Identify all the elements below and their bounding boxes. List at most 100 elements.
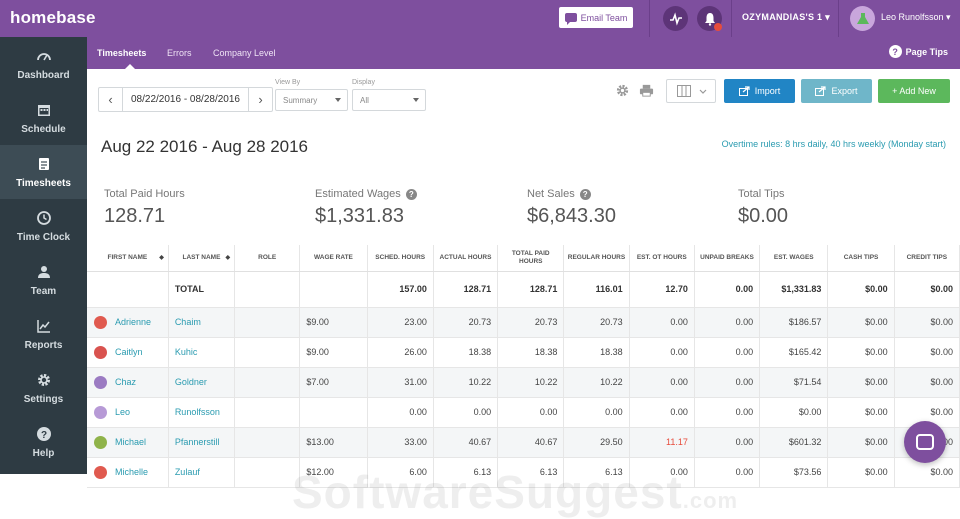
table-cell-cash: $0.00 <box>827 457 895 488</box>
add-new-button[interactable]: + Add New <box>878 79 950 103</box>
gear-icon[interactable] <box>615 83 630 98</box>
table-cell-last[interactable]: Chaim <box>168 307 236 338</box>
column-header[interactable]: ROLE <box>234 245 301 272</box>
gear-icon <box>37 373 50 386</box>
import-button[interactable]: Import <box>724 79 795 103</box>
column-header[interactable]: REGULAR HOURS <box>563 245 630 272</box>
activity-icon <box>669 11 682 26</box>
sub-navigation: Timesheets Errors Company Level ? Page T… <box>87 37 960 69</box>
cell-value: $0.00 <box>865 407 888 417</box>
table-cell-first[interactable]: Chaz <box>87 367 169 398</box>
sidebar-item-settings[interactable]: Settings <box>0 361 87 415</box>
page-tips-button[interactable]: ? Page Tips <box>888 45 948 58</box>
previous-week-button[interactable]: ‹ <box>99 88 123 111</box>
stat-net-sales: Net Sales? $6,843.30 <box>527 188 616 228</box>
table-row[interactable]: Chaz Goldner $7.00 31.00 10.22 10.22 10.22 0.00… <box>87 367 960 398</box>
sidebar-item-help[interactable]: ? Help <box>0 415 87 469</box>
sidebar-item-dashboard[interactable]: Dashboard <box>0 37 87 91</box>
column-header[interactable]: FIRST NAME ◆ <box>87 245 169 272</box>
view-by-select[interactable]: Summary <box>275 89 348 111</box>
column-header[interactable]: LAST NAME ◆ <box>168 245 236 272</box>
column-header[interactable]: CREDIT TIPS <box>894 245 960 272</box>
table-cell-first[interactable]: Michelle <box>87 457 169 488</box>
column-header[interactable]: SCHED. HOURS <box>367 245 434 272</box>
sort-icon[interactable]: ◆ <box>159 255 164 261</box>
export-button[interactable]: Export <box>801 79 872 103</box>
tab-timesheets[interactable]: Timesheets <box>97 48 147 58</box>
tab-company-level[interactable]: Company Level <box>213 48 276 58</box>
table-cell-last[interactable]: Runolfsson <box>168 397 236 428</box>
cell-value: $9.00 <box>306 347 329 357</box>
avatar <box>94 375 107 389</box>
cell-value: $165.42 <box>788 347 822 357</box>
cell-value: $71.54 <box>793 377 822 387</box>
table-cell-ot: 0.00 <box>629 307 695 338</box>
column-header[interactable]: ACTUAL HOURS <box>433 245 499 272</box>
table-cell-credit: $0.00 <box>894 307 960 338</box>
table-cell-first[interactable]: Adrienne <box>87 307 169 338</box>
email-team-button[interactable]: Email Team <box>559 7 633 28</box>
column-header-label: CREDIT TIPS <box>906 253 948 261</box>
table-row[interactable]: Leo Runolfsson 0.00 0.00 0.00 0.00 0.00 0.00 $0.… <box>87 397 960 428</box>
avatar[interactable] <box>850 6 875 31</box>
activity-button[interactable] <box>663 6 688 31</box>
sort-icon[interactable]: ◆ <box>225 255 231 261</box>
column-header[interactable]: CASH TIPS <box>827 245 895 272</box>
cell-value: Kuhic <box>174 347 198 357</box>
total-cell: 12.70 <box>629 271 695 308</box>
tab-errors[interactable]: Errors <box>167 48 192 58</box>
cell-value: $0.00 <box>930 347 953 357</box>
next-week-button[interactable]: › <box>248 88 272 111</box>
print-icon[interactable] <box>639 83 654 98</box>
date-range-field[interactable]: 08/22/2016 - 08/28/2016 <box>131 94 240 105</box>
stat-total-paid-hours: Total Paid Hours 128.71 <box>104 188 185 228</box>
timesheet-table: FIRST NAME ◆ LAST NAME ◆ ROLE WAGE RATE SCHED.… <box>87 245 960 488</box>
table-cell-regular: 10.22 <box>563 367 630 398</box>
table-cell-last[interactable]: Pfannerstill <box>168 427 236 458</box>
column-header[interactable]: TOTAL PAID HOURS <box>497 245 565 272</box>
table-cell-first[interactable]: Michael <box>87 427 169 458</box>
sidebar-item-team[interactable]: Team <box>0 253 87 307</box>
cell-value: 10.22 <box>468 377 492 387</box>
cell-value: 20.73 <box>468 317 492 327</box>
table-cell-wages: $186.57 <box>759 307 829 338</box>
column-header[interactable]: EST. WAGES <box>759 245 829 272</box>
help-icon[interactable]: ? <box>405 188 417 200</box>
app-logo[interactable]: homebase <box>10 8 96 27</box>
cell-value: $0.00 <box>865 377 888 387</box>
column-chooser[interactable] <box>666 79 716 103</box>
notification-badge <box>714 23 722 31</box>
table-cell-actual: 6.13 <box>433 457 499 488</box>
notifications-button[interactable] <box>697 6 722 31</box>
table-cell-first[interactable]: Caitlyn <box>87 337 169 368</box>
company-switcher[interactable]: OZYMANDIAS'S 1 ▾ <box>742 12 830 22</box>
table-cell-role <box>234 307 301 338</box>
sidebar-item-time-clock[interactable]: Time Clock <box>0 199 87 253</box>
help-icon[interactable]: ? <box>579 188 591 200</box>
sidebar-item-reports[interactable]: Reports <box>0 307 87 361</box>
overtime-rules-link[interactable]: Overtime rules: 8 hrs daily, 40 hrs week… <box>721 139 946 149</box>
cell-value: $601.32 <box>788 437 822 447</box>
table-cell-first[interactable]: Leo <box>87 397 169 428</box>
table-cell-last[interactable]: Goldner <box>168 367 236 398</box>
table-row[interactable]: Caitlyn Kuhic $9.00 26.00 18.38 18.38 18.38 0.0… <box>87 337 960 368</box>
table-cell-last[interactable]: Kuhic <box>168 337 236 368</box>
table-row[interactable]: Michael Pfannerstill $13.00 33.00 40.67 40.67… <box>87 427 960 458</box>
table-row[interactable]: Adrienne Chaim $9.00 23.00 20.73 20.73 20.73 0.… <box>87 307 960 338</box>
cell-value: 0.00 <box>670 347 688 357</box>
total-cell: 128.71 <box>497 271 565 308</box>
table-row[interactable]: Michelle Zulauf $12.00 6.00 6.13 6.13 6.13 0.00… <box>87 457 960 488</box>
chat-icon <box>564 13 577 25</box>
column-header[interactable]: WAGE RATE <box>299 245 368 272</box>
sidebar-item-schedule[interactable]: Schedule <box>0 91 87 145</box>
cell-value: 0.00 <box>605 407 623 417</box>
display-select[interactable]: All <box>352 89 426 111</box>
chevron-down-icon <box>413 98 419 102</box>
sidebar-item-timesheets[interactable]: Timesheets <box>0 145 87 199</box>
table-cell-last[interactable]: Zulauf <box>168 457 236 488</box>
chat-support-button[interactable] <box>904 421 946 463</box>
column-header[interactable]: EST. OT HOURS <box>629 245 695 272</box>
user-menu[interactable]: Leo Runolfsson ▾ <box>881 12 951 22</box>
column-header[interactable]: UNPAID BREAKS <box>694 245 761 272</box>
cell-value: 6.13 <box>605 467 623 477</box>
